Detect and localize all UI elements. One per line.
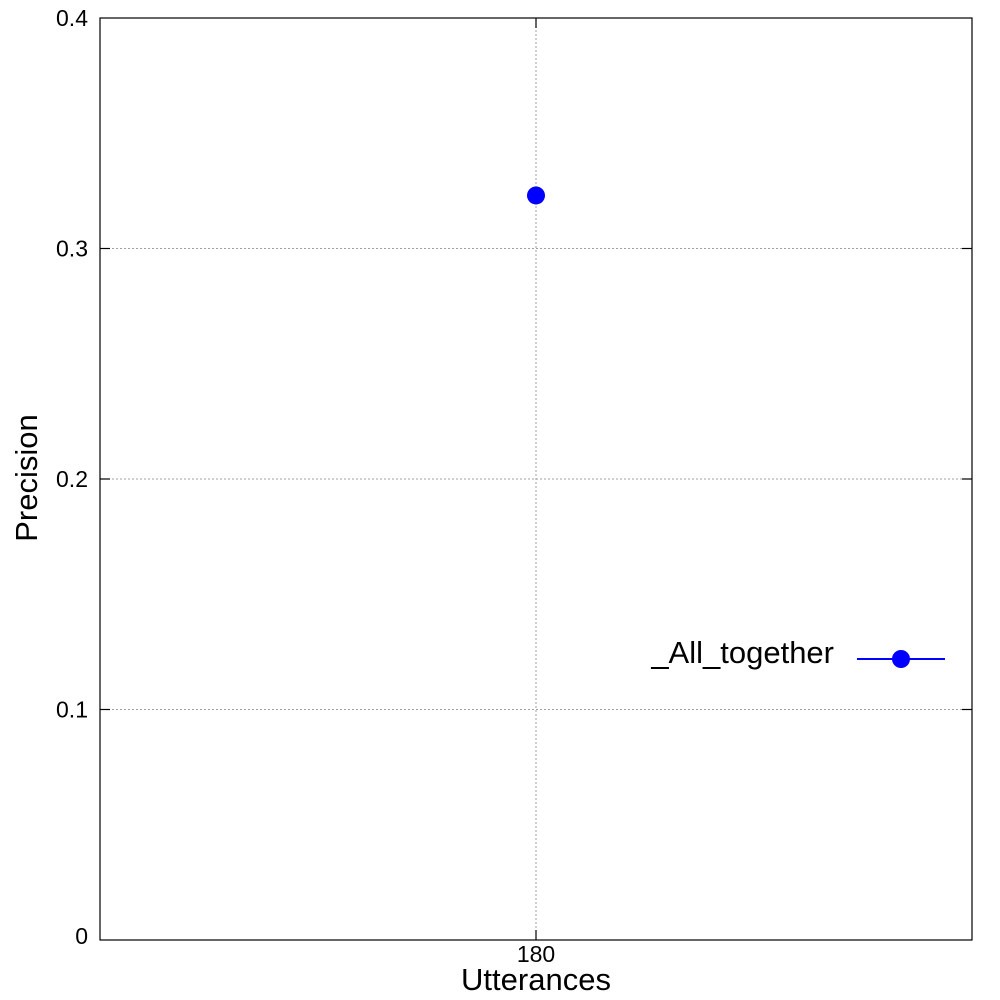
data-point bbox=[527, 186, 545, 205]
tick-layer bbox=[100, 18, 972, 940]
y-tick-label: 0.3 bbox=[56, 236, 88, 262]
legend-label: _All_together bbox=[650, 635, 834, 670]
x-tick-labels: 180 bbox=[517, 941, 555, 967]
y-tick-label: 0.1 bbox=[56, 697, 88, 723]
x-tick-label: 180 bbox=[517, 941, 555, 967]
y-tick-label: 0 bbox=[75, 923, 88, 949]
y-tick-labels: 0 0.1 0.2 0.3 0.4 bbox=[56, 5, 88, 949]
x-axis-title: Utterances bbox=[461, 962, 611, 997]
y-tick-label: 0.4 bbox=[56, 5, 88, 31]
data-points bbox=[527, 186, 545, 205]
y-axis-title: Precision bbox=[9, 414, 44, 542]
legend: _All_together bbox=[650, 635, 945, 670]
grid-layer bbox=[100, 18, 972, 940]
y-tick-label: 0.2 bbox=[56, 466, 88, 492]
legend-marker bbox=[892, 650, 910, 668]
